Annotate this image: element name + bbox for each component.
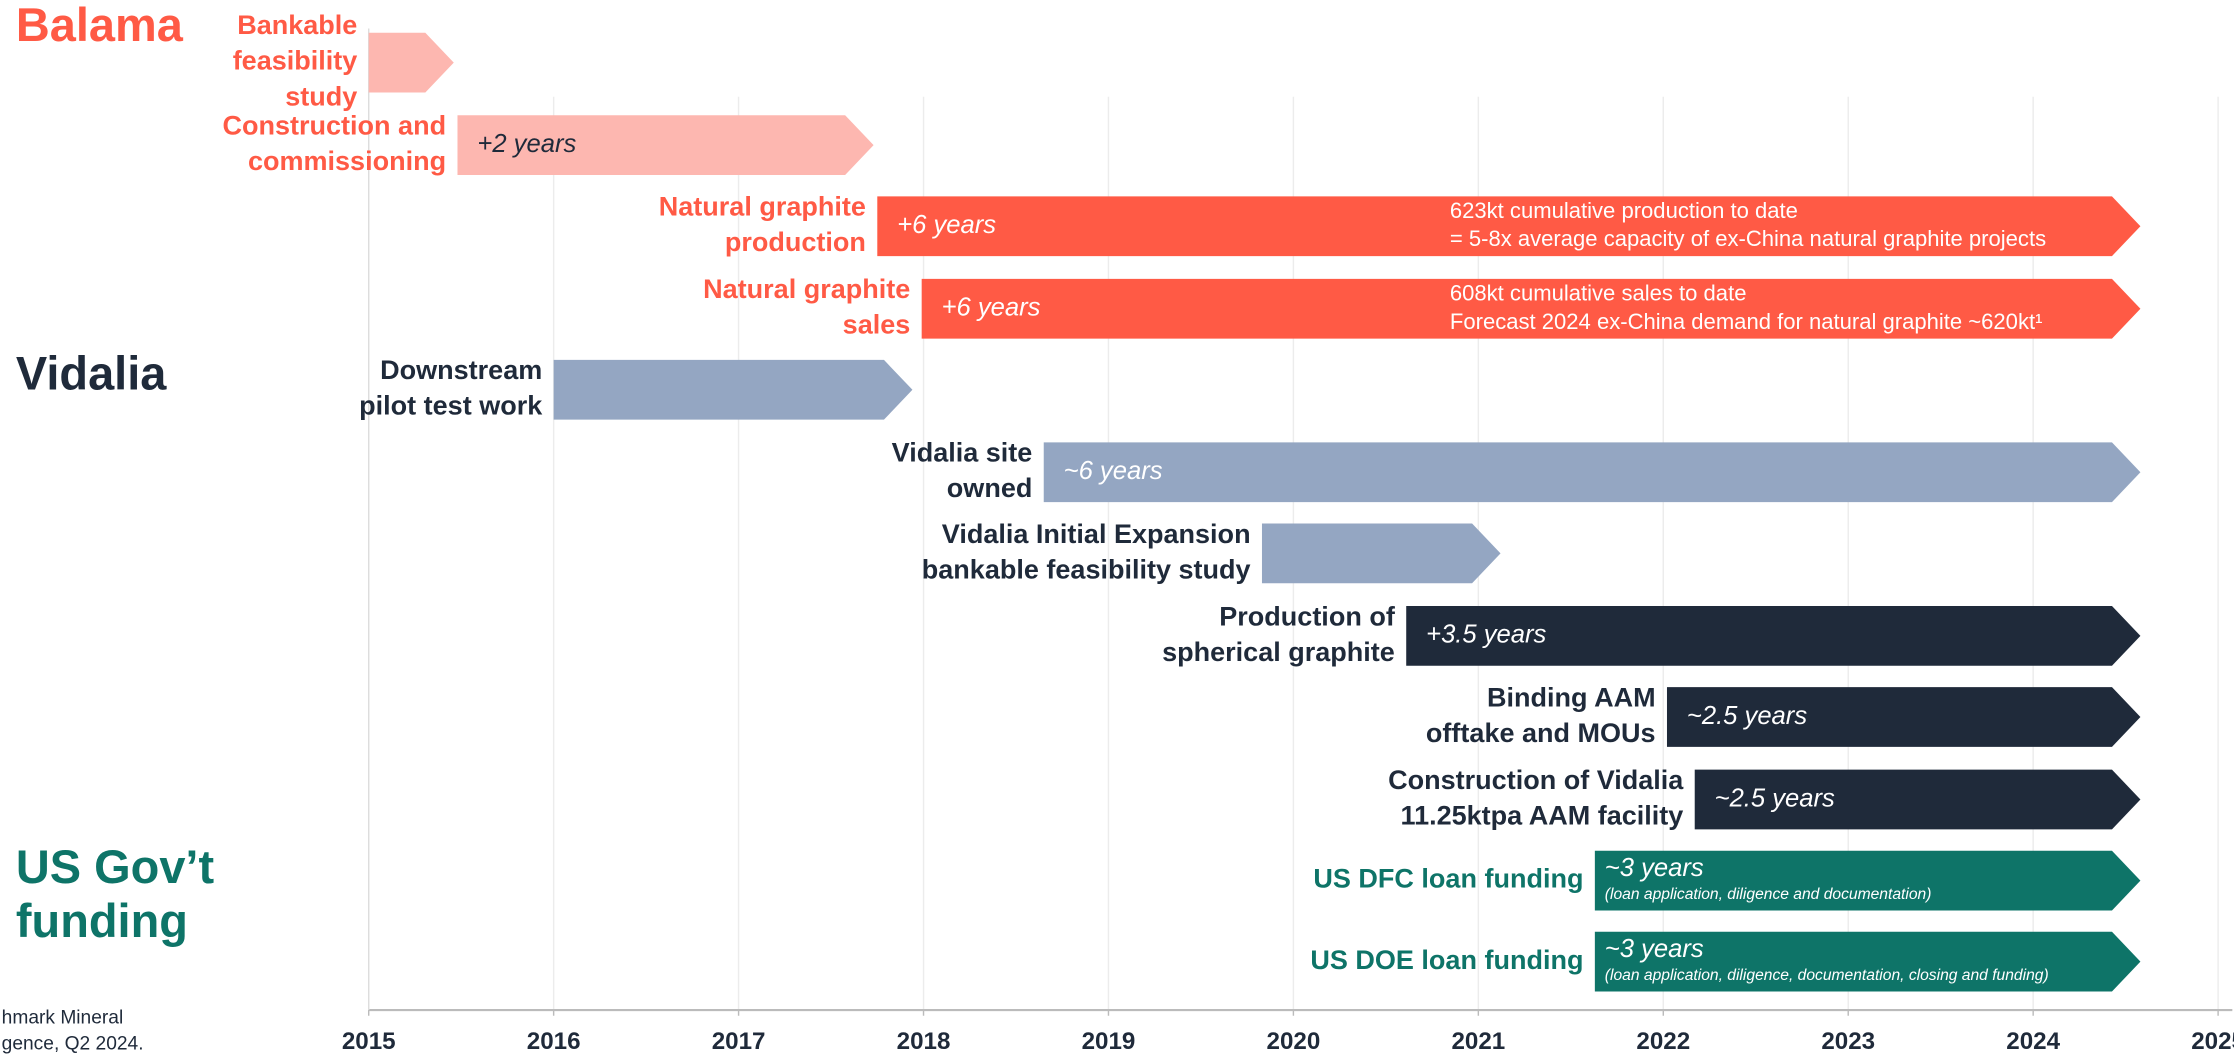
- task-duration: ~3 years: [1605, 935, 1704, 963]
- task-name: spherical graphite: [1162, 637, 1395, 667]
- task-duration: ~6 years: [1064, 457, 1163, 485]
- group-label: funding: [16, 895, 188, 947]
- task-duration: ~2.5 years: [1715, 784, 1835, 812]
- task-bar: [457, 115, 874, 175]
- task-note: 623kt cumulative production to date: [1450, 198, 1798, 223]
- group-label: US Gov’t: [16, 841, 215, 893]
- task-name: commissioning: [248, 146, 446, 176]
- task-name: pilot test work: [359, 391, 543, 421]
- x-tick-label: 2015: [342, 1028, 396, 1055]
- task-name: 11.25ktpa AAM facility: [1401, 800, 1684, 830]
- task-note: 608kt cumulative sales to date: [1450, 280, 1747, 305]
- task-name: Production of: [1219, 601, 1396, 631]
- task-name: production: [725, 227, 866, 257]
- x-tick-label: 2022: [1636, 1028, 1690, 1055]
- task-bar: [1594, 931, 2141, 992]
- task-bar: [553, 359, 913, 420]
- task-note: Forecast 2024 ex-China demand for natura…: [1450, 309, 2043, 334]
- x-tick-label: 2023: [1821, 1028, 1875, 1055]
- task-duration: +6 years: [897, 211, 996, 239]
- task-name: Downstream: [380, 355, 542, 385]
- x-tick-label: 2021: [1451, 1028, 1505, 1055]
- footnote: hmark Mineral: [2, 1008, 124, 1029]
- task-duration: +2 years: [477, 130, 576, 158]
- group-label: Vidalia: [16, 347, 167, 399]
- task-name: Construction of Vidalia: [1388, 765, 1684, 795]
- task-duration: +6 years: [942, 293, 1041, 321]
- x-tick-label: 2024: [2006, 1028, 2060, 1055]
- task-bar: [1694, 769, 2141, 830]
- task-bar: [1406, 606, 2141, 666]
- task-bar: [1594, 850, 2141, 911]
- task-name: Bankable: [237, 10, 357, 40]
- task-name: study: [285, 81, 357, 111]
- task-name: Natural graphite: [659, 192, 866, 222]
- task-bar: [1043, 442, 2141, 503]
- task-bar: [921, 278, 2141, 339]
- x-tick-label: 2019: [1082, 1028, 1136, 1055]
- task-detail: (loan application, diligence and documen…: [1605, 886, 1932, 903]
- task-name: US DFC loan funding: [1313, 864, 1583, 894]
- group-label: Balama: [16, 0, 184, 51]
- task-name: Construction and: [222, 110, 446, 140]
- task-duration: ~3 years: [1605, 854, 1704, 882]
- task-name: Vidalia site: [892, 438, 1033, 468]
- task-bar: [368, 32, 454, 93]
- task-name: Natural graphite: [703, 274, 910, 304]
- task-name: feasibility: [233, 46, 358, 76]
- task-name: Binding AAM: [1487, 682, 1656, 712]
- x-tick-label: 2017: [712, 1028, 766, 1055]
- x-tick-label: 2018: [897, 1028, 951, 1055]
- task-name: offtake and MOUs: [1426, 718, 1656, 748]
- task-bar: [1261, 523, 1501, 584]
- footnote: gence, Q2 2024.: [2, 1033, 144, 1054]
- task-duration: +3.5 years: [1426, 621, 1546, 649]
- task-name: US DOE loan funding: [1310, 945, 1583, 975]
- task-name: Vidalia Initial Expansion: [942, 519, 1251, 549]
- x-tick-label: 2020: [1267, 1028, 1321, 1055]
- task-detail: (loan application, diligence, documentat…: [1605, 967, 2049, 984]
- x-tick-label: 2025: [2191, 1028, 2234, 1055]
- task-name: owned: [947, 473, 1033, 503]
- task-note: = 5-8x average capacity of ex-China natu…: [1450, 226, 2046, 251]
- task-name: bankable feasibility study: [922, 554, 1251, 584]
- task-duration: ~2.5 years: [1687, 702, 1807, 730]
- task-bar: [1666, 687, 2141, 747]
- x-tick-label: 2016: [527, 1028, 581, 1055]
- task-bar: [877, 196, 2141, 257]
- task-name: sales: [843, 310, 911, 340]
